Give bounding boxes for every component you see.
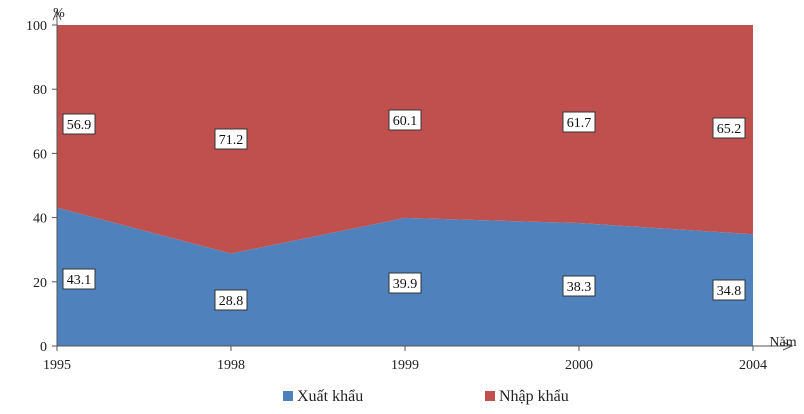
data-label: 61.7: [567, 116, 592, 131]
x-tick-label: 1998: [217, 358, 245, 373]
data-label-box: [214, 289, 248, 311]
areas-group: [57, 25, 753, 346]
data-label-box: [62, 113, 96, 135]
x-axis-title: Năm: [769, 335, 796, 350]
x-tick-label: 1995: [43, 358, 71, 373]
x-axis-arrow: [782, 341, 794, 351]
legend-swatch: [485, 391, 495, 401]
data-label: 60.1: [393, 114, 418, 129]
y-axis-title: %: [53, 6, 65, 21]
data-label-box: [562, 111, 596, 133]
data-label: 43.1: [67, 273, 92, 288]
legend: Xuất khẩu Nhập khẩu: [283, 388, 569, 405]
axes-group: 0 20 40 60 80 100 1995 1998 1999 2000 2004% Năm: [26, 6, 797, 373]
data-label-box: [388, 109, 422, 131]
area-series-2: [57, 25, 753, 254]
data-label: 56.9: [67, 118, 92, 133]
y-tick-label: 100: [26, 19, 47, 34]
data-label: 28.8: [219, 294, 244, 309]
data-labels-group: 43.1 28.8 39.9 38.3 34.8 56.9 71.2 60.1 61.7 65.2: [62, 109, 746, 311]
data-label-box: [562, 275, 596, 297]
data-label: 38.3: [567, 280, 592, 295]
y-tick-label: 20: [33, 276, 47, 291]
data-label-box: [712, 279, 746, 301]
legend-label: Xuất khẩu: [297, 388, 363, 405]
data-label-box: [712, 117, 746, 139]
x-tick-label: 2000: [565, 358, 593, 373]
y-tick-label: 60: [33, 147, 47, 162]
y-tick-label: 80: [33, 83, 47, 98]
data-label: 34.8: [717, 284, 742, 299]
data-label: 71.2: [219, 133, 244, 148]
data-label-box: [214, 128, 248, 150]
x-tick-label: 2004: [739, 358, 767, 373]
y-tick-label: 0: [40, 340, 47, 355]
data-label-box: [62, 268, 96, 290]
y-axis-arrow: [52, 9, 62, 21]
x-tick-label: 1999: [391, 358, 419, 373]
legend-swatch: [283, 391, 293, 401]
data-label-box: [388, 272, 422, 294]
y-tick-label: 40: [33, 212, 47, 227]
data-label: 65.2: [717, 122, 742, 137]
legend-label: Nhập khẩu: [499, 388, 569, 405]
data-label: 39.9: [393, 277, 418, 292]
